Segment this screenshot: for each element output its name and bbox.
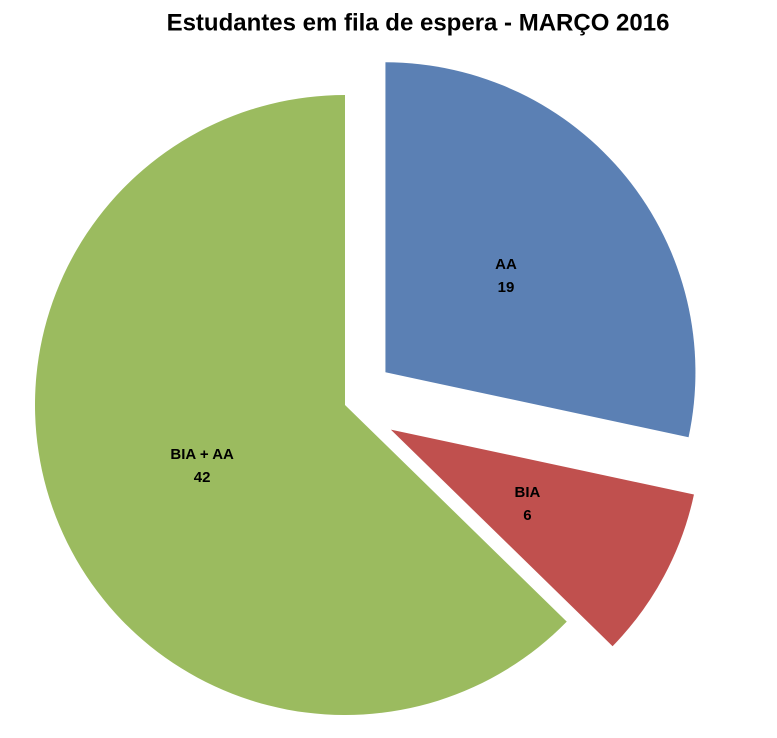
- slice-value: 42: [194, 469, 211, 486]
- slice-value: 6: [523, 507, 531, 524]
- slice-label: AA: [495, 256, 517, 273]
- slice-label: BIA + AA: [170, 446, 234, 463]
- chart-title: Estudantes em fila de espera - MARÇO 201…: [167, 9, 670, 36]
- slice-label: BIA: [514, 484, 540, 501]
- pie: [35, 62, 696, 715]
- slice-value: 19: [498, 279, 515, 296]
- pie-slice: [390, 429, 694, 647]
- pie-slice: [35, 95, 567, 715]
- pie-slice: [385, 62, 696, 438]
